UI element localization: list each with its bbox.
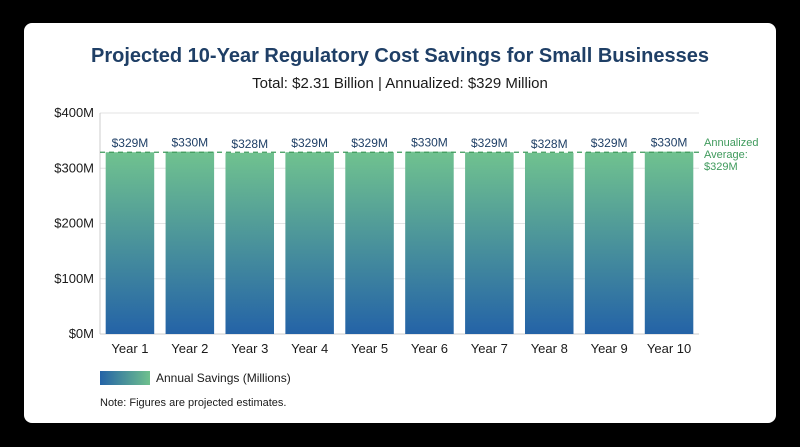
bar (285, 152, 334, 334)
y-tick-label: $200M (54, 216, 94, 231)
y-tick-label: $300M (54, 160, 94, 175)
chart-card: Projected 10-Year Regulatory Cost Saving… (24, 23, 776, 423)
bar-data-label: $330M (411, 136, 448, 150)
bar-data-label: $330M (651, 136, 688, 150)
bar (465, 152, 514, 334)
chart-note: Note: Figures are projected estimates. (100, 397, 287, 409)
bar-data-label: $330M (171, 136, 208, 150)
chart-title: Projected 10-Year Regulatory Cost Saving… (90, 45, 709, 67)
x-tick-label: Year 3 (231, 341, 268, 356)
x-tick-label: Year 6 (411, 341, 448, 356)
legend-label: Annual Savings (Millions) (156, 371, 291, 385)
average-reference-label: Average: (704, 149, 748, 161)
bar (165, 151, 215, 334)
bar-data-label: $329M (591, 136, 628, 150)
x-tick-label: Year 9 (591, 341, 628, 356)
x-tick-label: Year 8 (531, 341, 568, 356)
bar (584, 152, 634, 334)
chart-subtitle: Total: $2.31 Billion | Annualized: $329 … (252, 75, 548, 92)
x-tick-label: Year 4 (291, 341, 328, 356)
bar-data-label: $329M (351, 136, 388, 150)
x-tick-label: Year 5 (351, 341, 388, 356)
x-tick-label: Year 1 (111, 341, 148, 356)
legend-swatch (100, 371, 150, 385)
bar (644, 151, 694, 334)
x-tick-label: Year 2 (171, 341, 208, 356)
bar-data-label: $329M (291, 136, 328, 150)
average-reference-label: Annualized (704, 137, 758, 149)
bar-chart: $0M $100M $200M $300M $400M $329M Year 1 $330M Y… (54, 105, 758, 356)
bar (524, 152, 574, 334)
y-tick-label: $100M (54, 271, 94, 286)
x-tick-label: Year 7 (471, 341, 508, 356)
y-tick-label: $0M (69, 326, 94, 341)
y-tick-label: $400M (54, 105, 94, 120)
bar (345, 152, 394, 334)
bar-data-label: $329M (471, 136, 508, 150)
bar (225, 152, 275, 334)
x-tick-label: Year 10 (647, 341, 691, 356)
bar-data-label: $328M (231, 137, 268, 151)
average-reference-label: $329M (704, 161, 738, 173)
bar (405, 151, 454, 334)
bar-data-label: $328M (531, 137, 568, 151)
bar-data-label: $329M (112, 136, 149, 150)
chart-legend: Annual Savings (Millions) (100, 371, 291, 385)
bar (105, 152, 155, 334)
